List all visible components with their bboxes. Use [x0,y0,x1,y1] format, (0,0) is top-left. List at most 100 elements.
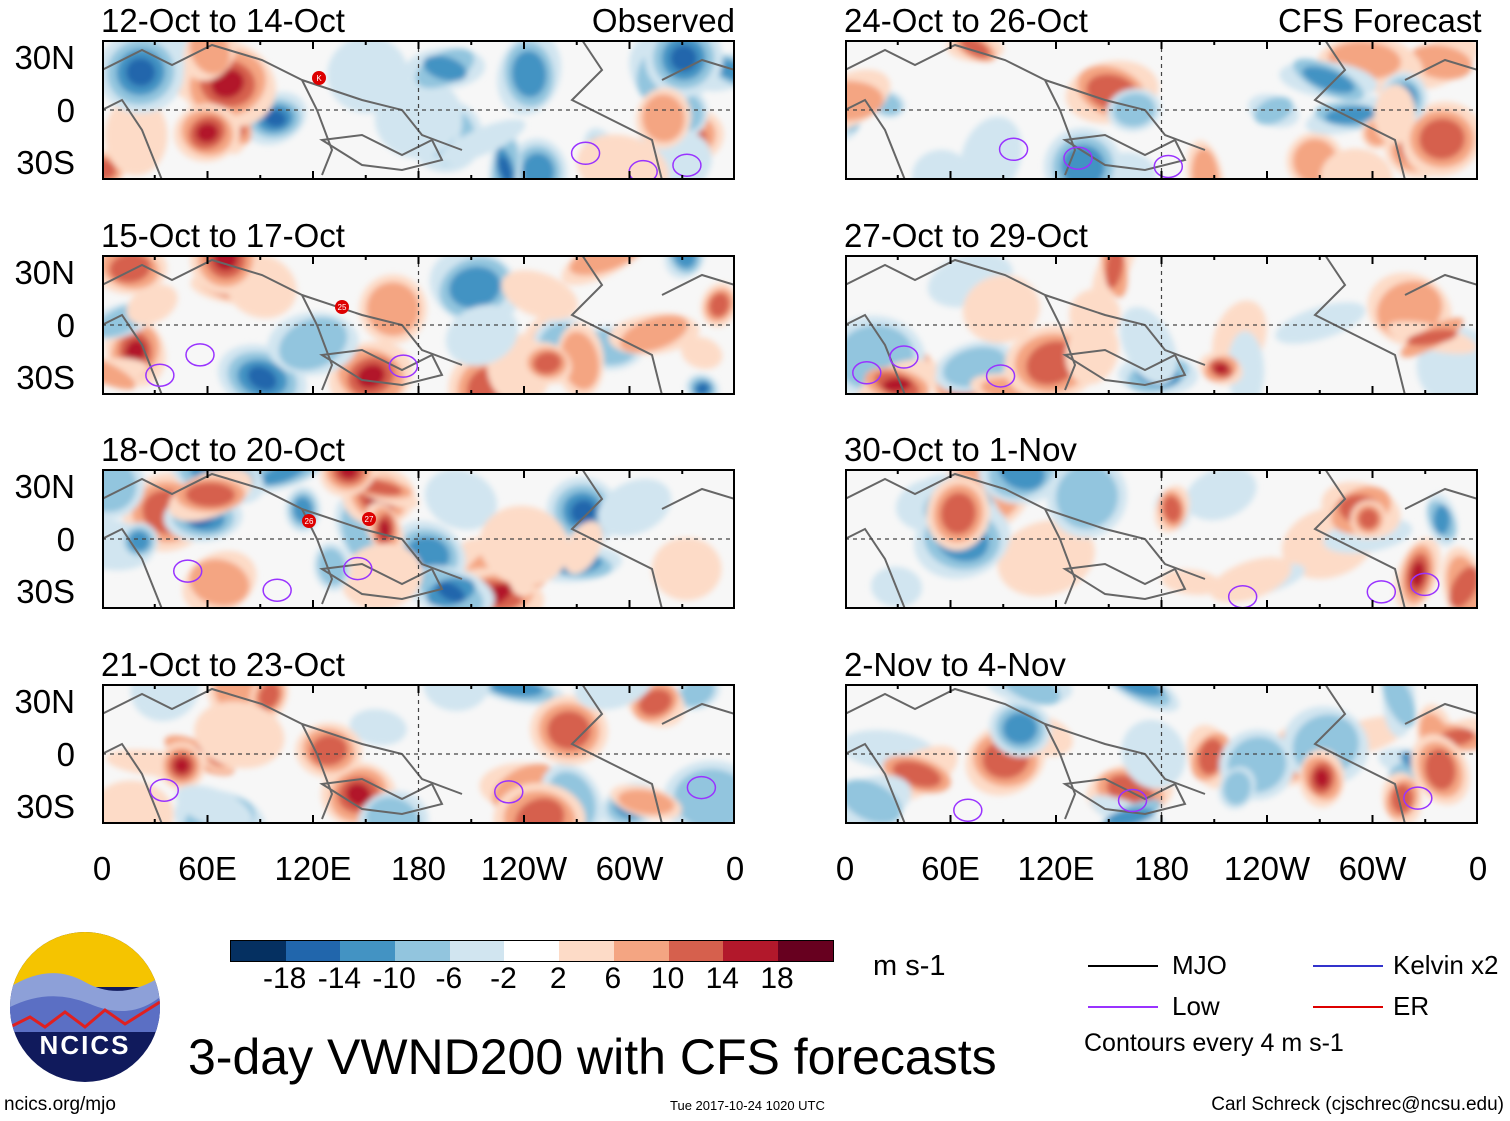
coastline [319,133,444,172]
vwnd-map-panel [845,40,1478,180]
wind-anomaly-blob [1302,66,1355,94]
wind-anomaly-blob [436,581,465,603]
wind-anomaly-blob [501,270,578,320]
colorbar-label: 2 [549,962,567,995]
coastline [845,742,906,824]
wind-anomaly-blob [940,492,977,535]
panel-title: 30-Oct to 1-Nov [844,431,1077,468]
colorbar-swatch [285,941,341,961]
tropical-cyclone-icon [312,71,326,85]
wind-anomaly-blob [185,482,236,508]
legend-line-mjo [1088,965,1158,967]
wind-anomaly-blob [1433,505,1451,535]
colorbar-label: 18 [760,962,794,995]
colorbar-label: -14 [317,962,362,995]
colorbar-swatch [668,941,724,961]
colorbar [230,940,834,962]
wind-anomaly-blob [348,71,379,97]
wind-anomaly-blob [638,689,673,717]
colorbar-label: -2 [490,962,517,995]
colorbar-swatch [340,941,396,961]
wind-anomaly-blob [195,122,219,143]
wind-anomaly-blob [570,500,596,524]
wind-anomaly-blob [213,255,238,271]
wind-anomaly-blob [479,505,569,586]
vwnd-map-panel: 26 27 [102,469,735,609]
wind-anomaly-blob [514,797,565,824]
lat-label: 30S [16,788,75,825]
wind-anomaly-blob [1223,771,1252,805]
footer-url[interactable]: ncics.org/mjo [4,1094,116,1115]
wind-anomaly-blob [962,275,1040,344]
lon-label: 180 [1133,850,1190,887]
low-contour [985,364,1016,388]
coastline [1062,133,1187,172]
vwnd-map-panel [845,469,1478,609]
lon-label: 0 [725,850,745,887]
coastline [661,58,735,81]
wind-anomaly-blob [1314,768,1330,789]
coastline [845,527,906,609]
ncics-logo: NCICS [10,932,160,1082]
colorbar-swatch [449,941,505,961]
legend-low: Low [1172,991,1220,1021]
wind-anomaly-blob [673,769,735,824]
coastline [661,487,735,510]
coastline [1404,702,1478,725]
coastline [845,687,1077,820]
wind-anomaly-blob [642,94,685,143]
low-contour [185,343,215,367]
low-contour [1153,154,1184,179]
wind-anomaly-blob [681,336,723,370]
lat-label: 30N [14,683,75,720]
lat-label: 30S [16,359,75,396]
storm-label: 25 [338,303,347,312]
wind-anomaly-blob [374,77,459,159]
coastline [845,472,1077,605]
coastline [845,43,1077,176]
wind-anomaly-blob [1374,84,1416,145]
wind-anomaly-blob [1161,569,1222,596]
vwnd-map-panel [102,684,735,824]
wind-anomaly-blob [278,317,348,371]
wind-anomaly-blob [449,266,501,309]
lon-label: 60W [1338,850,1407,887]
colorbar-swatch [395,941,450,961]
lon-label: 60E [921,850,980,887]
logo-text: NCICS [39,1030,131,1060]
wind-anomaly-blob [1254,96,1293,125]
coastline [1404,58,1478,81]
low-contour [570,141,601,166]
wind-anomaly-blob [1419,118,1465,160]
lon-label: 60W [595,850,664,887]
wind-anomaly-blob [173,757,190,774]
lon-label: 120E [1017,850,1095,887]
low-contour [852,361,882,385]
coastline [1404,273,1478,296]
wind-anomaly-blob [259,469,307,486]
low-contour [343,556,373,581]
wind-anomaly-blob [1227,331,1265,395]
wind-anomaly-blob [547,710,591,750]
wind-anomaly-blob [1275,302,1366,344]
lon-label: 0 [1468,850,1488,887]
wind-anomaly-blob [882,377,912,392]
tropical-cyclone-icon [335,300,349,314]
lat-label: 0 [56,521,75,558]
panel-title: 18-Oct to 20-Oct [101,431,345,468]
wind-anomaly-blob [597,478,672,537]
wind-anomaly-blob [533,351,562,375]
coastline [1062,562,1187,601]
panel-title: 21-Oct to 23-Oct [101,646,345,683]
wind-anomaly-blob [561,331,600,390]
wind-anomaly-blob [189,559,250,607]
wind-anomaly-blob [845,80,884,121]
coastline [845,98,906,180]
colorbar-label: 6 [604,962,622,995]
panel-header: CFS Forecast [1278,2,1482,39]
coastline [319,562,444,601]
lat-label: 30N [14,39,75,76]
wind-anomaly-blob [1045,541,1087,581]
legend-mjo: MJO [1172,950,1227,980]
tropical-cyclone-icon [362,512,376,526]
